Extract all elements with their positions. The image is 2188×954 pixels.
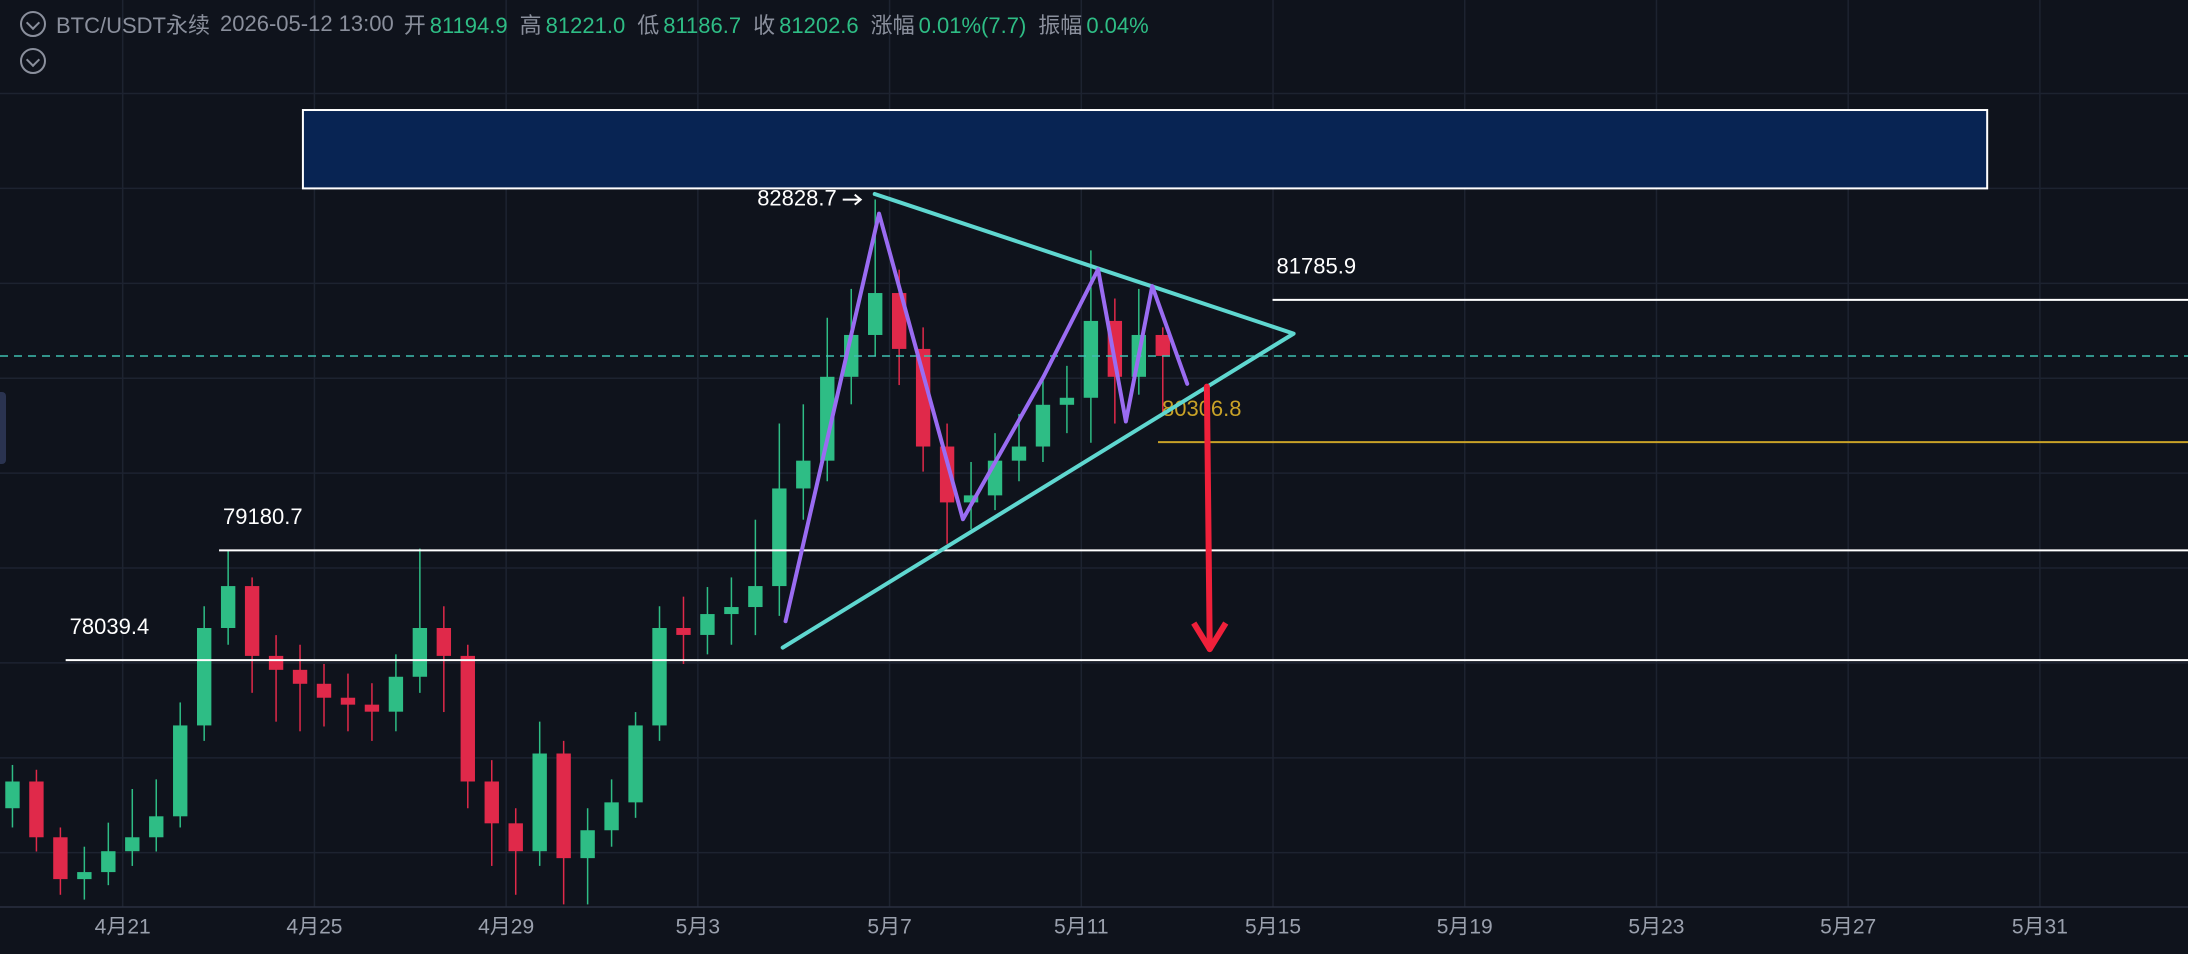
header: BTC/USDT永续 2026-05-12 13:00 开 81194.9 高 812… xyxy=(20,8,1149,40)
candle-body xyxy=(1011,446,1027,461)
candle-body xyxy=(915,348,931,447)
candle-body xyxy=(939,446,955,503)
candle-body xyxy=(700,614,715,635)
x-tick-label: 5月3 xyxy=(676,916,720,939)
candle-body xyxy=(125,837,140,852)
peak-arrow xyxy=(842,193,863,206)
expand-icon[interactable] xyxy=(20,48,46,74)
collapse-icon[interactable] xyxy=(20,11,46,37)
candle-body xyxy=(628,725,643,803)
candle-body xyxy=(53,837,68,880)
side-tab[interactable] xyxy=(0,392,6,464)
candle-body xyxy=(244,586,260,656)
x-tick-label: 4月25 xyxy=(286,916,342,939)
time: 2026-05-12 13:00 xyxy=(220,11,394,36)
field: 开 81194.9 xyxy=(404,8,508,40)
candle-body xyxy=(1155,334,1170,356)
field-value: 0.01%(7.7) xyxy=(918,13,1027,38)
level-label: 79180.7 xyxy=(223,504,303,529)
x-tick-label: 5月31 xyxy=(2012,916,2068,939)
candle-body xyxy=(724,607,739,615)
candle-body xyxy=(436,628,452,656)
candle-body xyxy=(412,628,428,677)
peak-label: 82828.7 xyxy=(757,185,837,210)
candle-body xyxy=(484,781,499,824)
x-tick-label: 5月27 xyxy=(1820,916,1876,939)
field-value: 81202.6 xyxy=(779,13,859,38)
arrow-head xyxy=(1191,621,1229,653)
candle-body xyxy=(340,697,356,705)
candle-body xyxy=(1035,404,1051,447)
zigzag-line xyxy=(783,211,1190,624)
candle-body xyxy=(820,376,835,461)
field: 高 81221.0 xyxy=(520,8,626,40)
symbol: BTC/USDT永续 xyxy=(56,13,211,38)
level-label: 78039.4 xyxy=(70,614,150,639)
candle-body xyxy=(532,753,547,852)
candle-body xyxy=(388,676,404,712)
arrow-line xyxy=(1203,383,1213,653)
field: 涨幅 0.01%(7.7) xyxy=(871,8,1027,40)
candle-body xyxy=(220,586,236,629)
field-label: 开 xyxy=(403,13,426,38)
field-label: 收 xyxy=(753,13,776,38)
candle-body xyxy=(963,495,979,503)
candle-body xyxy=(292,669,308,684)
candle-body xyxy=(5,781,20,809)
candle-body xyxy=(29,781,44,838)
zone xyxy=(301,109,1989,190)
candle-body xyxy=(580,830,595,859)
candle-body xyxy=(77,872,92,880)
field-label: 振幅 xyxy=(1038,13,1083,38)
candle-body xyxy=(460,655,475,782)
field-label: 涨幅 xyxy=(870,13,915,38)
candle-body xyxy=(1083,320,1099,398)
field-value: 81194.9 xyxy=(429,13,508,38)
candle-body xyxy=(173,725,188,817)
x-tick-label: 4月29 xyxy=(478,916,534,939)
field-value: 0.04% xyxy=(1086,13,1149,38)
candle-body xyxy=(556,753,571,859)
field-value: 81221.0 xyxy=(545,13,626,38)
x-tick-label: 5月15 xyxy=(1245,916,1301,939)
triangle-line xyxy=(780,191,1296,650)
field-label: 高 xyxy=(519,13,542,38)
candle-body xyxy=(101,851,116,873)
candle-body xyxy=(676,628,691,635)
candle-body xyxy=(748,586,763,608)
candle-body xyxy=(1059,397,1075,405)
x-tick-label: 4月21 xyxy=(95,916,151,939)
field: 振幅 0.04% xyxy=(1038,8,1148,40)
field: 收 81202.6 xyxy=(753,8,859,40)
candle-body xyxy=(316,683,332,698)
level-label: 81785.9 xyxy=(1277,254,1357,279)
candle-body xyxy=(772,488,787,587)
candle-body xyxy=(364,704,380,712)
candle-body xyxy=(604,802,619,831)
candle-body xyxy=(149,816,164,838)
field-label: 低 xyxy=(637,13,660,38)
field-value: 81186.7 xyxy=(663,13,742,38)
candle-body xyxy=(796,460,811,489)
candle-body xyxy=(196,628,212,726)
fields: 开 81194.9 高 81221.0 低 81186.7 收 81202.6 涨幅 0.01%(… xyxy=(404,8,1149,40)
x-tick-label: 5月11 xyxy=(1054,916,1108,939)
candle-body xyxy=(652,628,667,726)
x-tick-label: 5月23 xyxy=(1628,916,1684,939)
x-tick-label: 5月7 xyxy=(867,916,911,939)
field: 低 81186.7 xyxy=(637,8,741,40)
candle-body xyxy=(268,655,284,670)
x-tick-label: 5月19 xyxy=(1437,916,1493,939)
candle-body xyxy=(868,293,883,335)
candle-body xyxy=(508,823,523,852)
